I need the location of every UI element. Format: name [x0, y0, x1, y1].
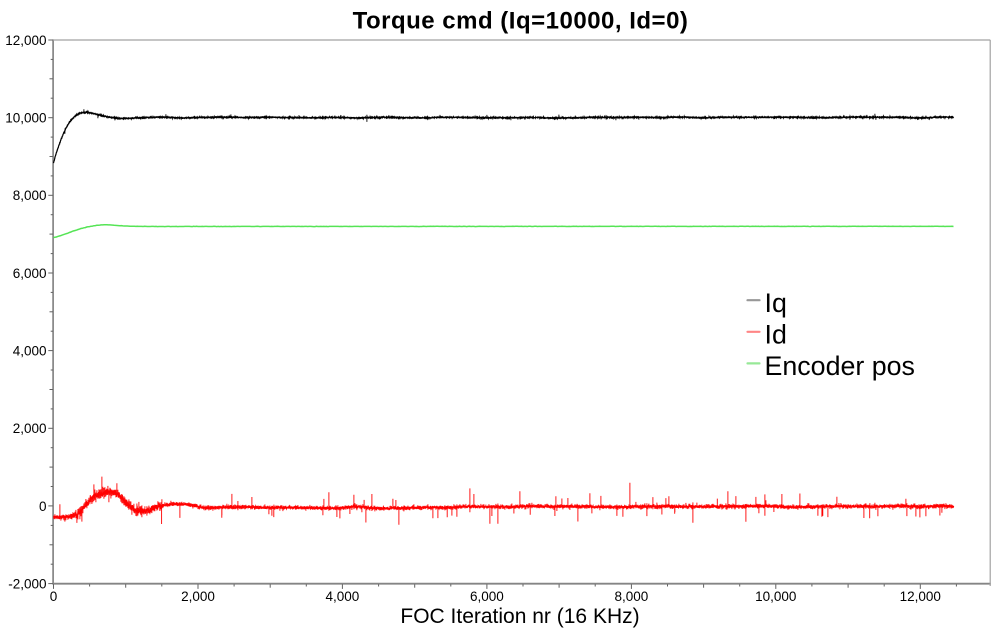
svg-text:6,000: 6,000 — [13, 266, 47, 281]
svg-text:FOC Iteration nr (16 KHz): FOC Iteration nr (16 KHz) — [400, 605, 639, 628]
svg-text:0: 0 — [39, 499, 47, 514]
svg-text:8,000: 8,000 — [615, 589, 649, 604]
svg-text:-2,000: -2,000 — [8, 577, 46, 592]
svg-text:10,000: 10,000 — [5, 111, 46, 126]
svg-text:6,000: 6,000 — [470, 589, 504, 604]
svg-text:8,000: 8,000 — [13, 188, 47, 203]
svg-text:4,000: 4,000 — [13, 344, 47, 359]
svg-text:Encoder pos: Encoder pos — [765, 351, 915, 381]
svg-text:10,000: 10,000 — [755, 589, 796, 604]
svg-text:Iq: Iq — [765, 288, 787, 318]
svg-text:12,000: 12,000 — [5, 33, 46, 48]
svg-text:Id: Id — [765, 320, 787, 350]
svg-text:2,000: 2,000 — [181, 589, 215, 604]
svg-text:0: 0 — [50, 589, 58, 604]
svg-text:Torque cmd (Iq=10000, Id=0): Torque cmd (Iq=10000, Id=0) — [353, 8, 689, 35]
svg-text:2,000: 2,000 — [13, 421, 47, 436]
svg-text:12,000: 12,000 — [900, 589, 941, 604]
svg-text:4,000: 4,000 — [326, 589, 360, 604]
